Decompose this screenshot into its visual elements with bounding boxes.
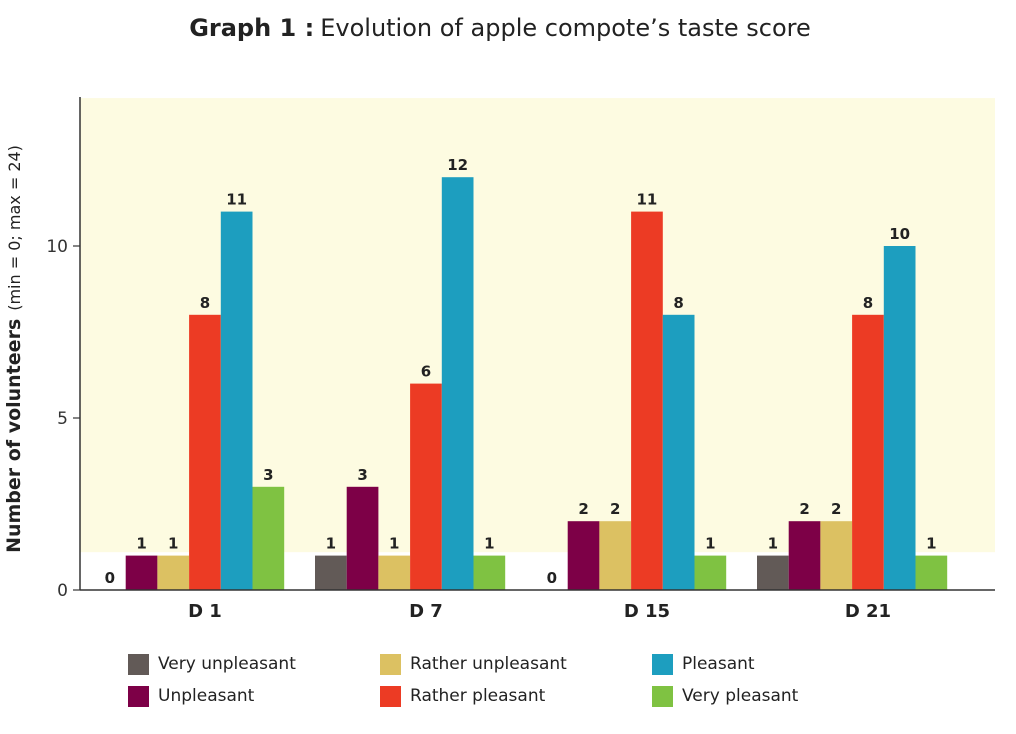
data-label-d-7-rather-unpleasant: 1 <box>389 535 399 553</box>
x-ticks-group: D 1 D 7 D 15 D 21 <box>188 601 891 622</box>
y-tick-label-0: 0 <box>57 581 68 601</box>
bar-d-21-pleasant <box>883 246 916 590</box>
data-label-d-15-rather-unpleasant: 2 <box>610 500 620 518</box>
bar-d-7-very-pleasant <box>473 555 506 590</box>
bar-d-15-unpleasant <box>567 521 600 590</box>
data-label-d-7-very-pleasant: 1 <box>484 535 494 553</box>
data-label-d-21-pleasant: 10 <box>889 225 910 243</box>
data-label-d-21-unpleasant: 2 <box>799 500 809 518</box>
data-label-d-7-unpleasant: 3 <box>357 466 367 484</box>
bar-d-1-unpleasant <box>125 555 158 590</box>
data-label-d-15-unpleasant: 2 <box>578 500 588 518</box>
bar-d-21-rather-pleasant <box>852 314 884 590</box>
chart-title-text: Evolution of apple compote’s taste score <box>320 14 811 42</box>
data-label-d-1-very-pleasant: 3 <box>263 466 273 484</box>
bar-d-1-very-pleasant <box>252 486 285 590</box>
data-label-d-15-very-unpleasant: 0 <box>547 569 557 587</box>
bar-d-7-rather-unpleasant <box>378 555 411 590</box>
bar-d-15-pleasant <box>662 314 695 590</box>
data-label-d-15-very-pleasant: 1 <box>705 535 715 553</box>
bar-d-21-unpleasant <box>788 521 821 590</box>
y-tick-label-10: 10 <box>46 237 68 257</box>
data-label-d-1-pleasant: 11 <box>226 191 247 209</box>
data-label-d-7-very-unpleasant: 1 <box>326 535 336 553</box>
data-label-d-21-rather-unpleasant: 2 <box>831 500 841 518</box>
bar-d-15-rather-unpleasant <box>599 521 632 590</box>
bar-d-7-very-unpleasant <box>315 555 347 590</box>
bar-d-21-very-pleasant <box>915 555 948 590</box>
bar-d-21-rather-unpleasant <box>820 521 853 590</box>
data-label-d-15-rather-pleasant: 11 <box>637 191 658 209</box>
y-axis-label-bold: Number of volunteers <box>3 319 25 553</box>
y-axis-label: Number of volunteers (min = 0; max = 24) <box>3 145 25 553</box>
data-label-d-15-pleasant: 8 <box>673 294 683 312</box>
data-label-d-21-rather-pleasant: 8 <box>863 294 873 312</box>
bar-d-1-rather-pleasant <box>189 314 221 590</box>
y-tick-label-5: 5 <box>57 409 68 429</box>
x-tick-label-d-1: D 1 <box>188 601 222 622</box>
bar-d-15-very-pleasant <box>694 555 727 590</box>
data-label-d-7-rather-pleasant: 6 <box>421 363 431 381</box>
data-label-d-21-very-pleasant: 1 <box>926 535 936 553</box>
bar-d-1-rather-unpleasant <box>157 555 190 590</box>
chart-title-prefix: Graph 1 : <box>189 14 314 42</box>
bar-d-7-unpleasant <box>346 486 379 590</box>
bar-d-7-pleasant <box>441 177 474 590</box>
data-label-d-21-very-unpleasant: 1 <box>768 535 778 553</box>
x-tick-label-d-21: D 21 <box>845 601 891 622</box>
bar-d-7-rather-pleasant <box>410 383 442 590</box>
data-label-d-1-rather-pleasant: 8 <box>200 294 210 312</box>
chart-title: Graph 1 : Evolution of apple compote’s ta… <box>189 14 811 42</box>
data-label-d-1-very-unpleasant: 0 <box>105 569 115 587</box>
y-ticks-group: 0 5 10 <box>46 237 80 601</box>
x-tick-label-d-7: D 7 <box>409 601 443 622</box>
data-label-d-7-pleasant: 12 <box>447 156 468 174</box>
bar-d-15-rather-pleasant <box>631 211 663 590</box>
data-label-d-1-rather-unpleasant: 1 <box>168 535 178 553</box>
bar-d-1-pleasant <box>220 211 253 590</box>
x-tick-label-d-15: D 15 <box>624 601 670 622</box>
bar-d-21-very-unpleasant <box>757 555 789 590</box>
data-label-d-1-unpleasant: 1 <box>136 535 146 553</box>
y-axis-label-note: (min = 0; max = 24) <box>5 145 24 311</box>
bars-group <box>125 177 948 590</box>
